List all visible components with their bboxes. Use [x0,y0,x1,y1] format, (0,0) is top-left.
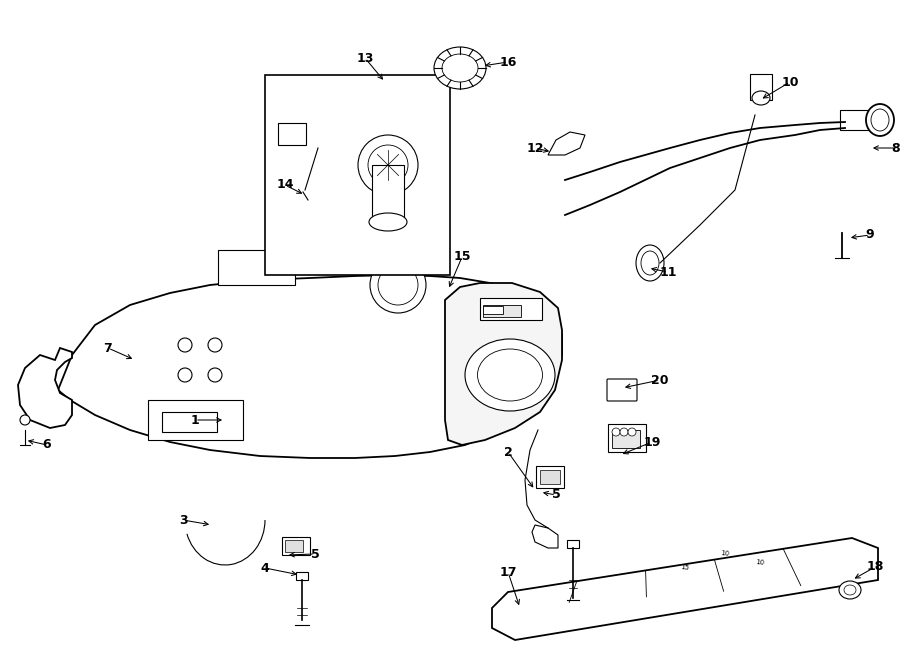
Text: 9: 9 [866,229,874,241]
Circle shape [612,428,620,436]
Text: 6: 6 [42,438,51,451]
Text: 16: 16 [500,56,517,69]
Text: 10: 10 [720,550,730,557]
Polygon shape [532,525,558,548]
Bar [285,540,303,552]
Bar [265,75,450,275]
Ellipse shape [866,104,894,136]
Text: 8: 8 [892,141,900,155]
Ellipse shape [871,109,889,131]
Bar [567,540,579,548]
Bar [296,572,308,580]
Text: 12: 12 [526,141,544,155]
Text: 1: 1 [191,414,200,426]
Bar [750,74,772,100]
Text: 14: 14 [276,178,293,192]
Bar [148,400,243,440]
Circle shape [358,135,418,195]
Bar [612,430,640,448]
Ellipse shape [478,349,543,401]
Text: 7: 7 [104,342,112,354]
Circle shape [628,428,636,436]
Text: 13: 13 [356,52,374,65]
Polygon shape [492,538,878,640]
Circle shape [370,257,426,313]
Bar [483,306,503,314]
Text: 4: 4 [261,561,269,574]
Circle shape [620,428,628,436]
Circle shape [208,338,222,352]
Ellipse shape [752,91,770,105]
Circle shape [378,265,418,305]
Bar [840,110,885,130]
Ellipse shape [844,585,856,595]
Text: 3: 3 [179,514,187,527]
Polygon shape [18,348,72,428]
Circle shape [178,338,192,352]
Circle shape [368,145,408,185]
Bar [540,470,560,484]
Bar [282,537,310,555]
Text: 5: 5 [552,488,561,502]
Text: 15: 15 [680,564,689,571]
Text: 2: 2 [504,446,512,459]
Text: 10: 10 [781,75,799,89]
Text: 20: 20 [652,373,669,387]
Text: 19: 19 [644,436,661,449]
Circle shape [20,415,30,425]
Ellipse shape [839,581,861,599]
Bar [278,123,306,145]
Polygon shape [58,275,562,458]
Bar [372,165,404,220]
Polygon shape [548,132,585,155]
Bar [483,305,521,317]
Text: 18: 18 [867,561,884,574]
Text: 15: 15 [454,251,471,264]
Ellipse shape [434,47,486,89]
Circle shape [208,368,222,382]
Text: 17: 17 [500,566,517,578]
Ellipse shape [636,245,664,281]
Bar [480,298,542,320]
Bar [162,412,217,432]
Ellipse shape [641,251,659,275]
FancyBboxPatch shape [607,379,637,401]
Text: 5: 5 [310,547,320,561]
Bar [608,424,646,452]
Text: 11: 11 [659,266,677,278]
Polygon shape [218,250,295,285]
Ellipse shape [442,54,478,82]
Bar [536,466,564,488]
Text: 10: 10 [755,559,765,566]
Ellipse shape [369,213,407,231]
Ellipse shape [465,339,555,411]
Polygon shape [445,283,562,445]
Circle shape [178,368,192,382]
